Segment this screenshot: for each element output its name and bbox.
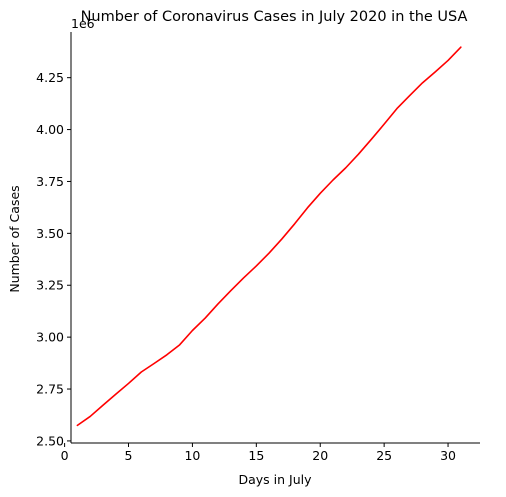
y-tick-label: 3.00 <box>36 330 64 345</box>
x-axis-label: Days in July <box>238 472 312 487</box>
y-tick-label: 2.50 <box>36 433 64 448</box>
x-tick-label: 5 <box>125 448 133 463</box>
y-tick-label: 2.75 <box>36 382 64 397</box>
y-axis-offset-label: 1e6 <box>71 16 95 31</box>
y-tick-label: 4.25 <box>36 70 64 85</box>
x-tick-label: 15 <box>248 448 264 463</box>
y-tick-label: 3.75 <box>36 174 64 189</box>
ticks: 0 5 10 15 20 25 30 2.50 2.75 3.00 3.25 3.50 3.75 4.00… <box>36 70 456 463</box>
series-layer <box>76 46 462 427</box>
chart-title: Number of Coronavirus Cases in July 2020… <box>81 9 468 25</box>
x-tick-label: 25 <box>376 448 392 463</box>
cases-line <box>76 46 462 427</box>
x-tick-label: 30 <box>440 448 456 463</box>
y-axis-label: Number of Cases <box>7 185 22 292</box>
y-tick-label: 3.50 <box>36 226 64 241</box>
x-tick-label: 10 <box>184 448 200 463</box>
axes <box>70 32 480 444</box>
y-tick-label: 3.25 <box>36 278 64 293</box>
y-tick-label: 4.00 <box>36 122 64 137</box>
x-tick-label: 0 <box>61 448 69 463</box>
x-tick-label: 20 <box>312 448 328 463</box>
